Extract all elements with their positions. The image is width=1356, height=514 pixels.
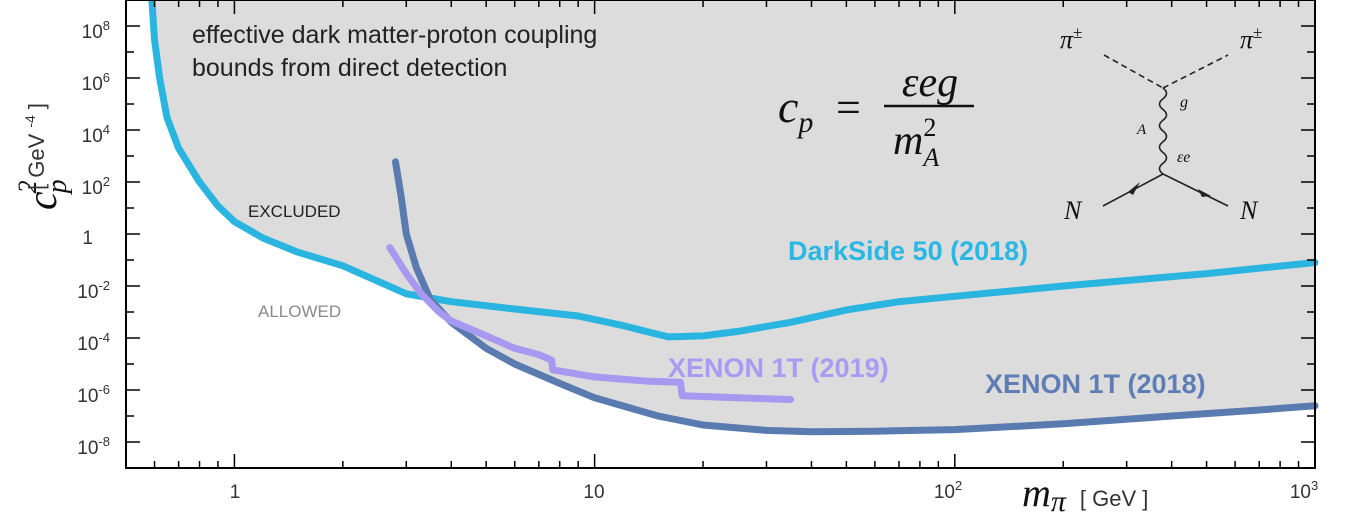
- svg-text:=: =: [836, 83, 861, 132]
- x-tick-label: 1: [230, 482, 241, 503]
- photon-line: [1158, 87, 1168, 175]
- xenon-1t-2019-label: XENON 1T (2019): [668, 353, 889, 383]
- y-tick-label: 104: [82, 122, 110, 147]
- coupling-formula: cp = εeg m2 A: [778, 60, 974, 172]
- svg-text:cp: cp: [778, 81, 813, 139]
- coupling-g-label: g: [1180, 94, 1188, 111]
- y-tick-label: 10-8: [77, 434, 110, 459]
- darkside-50-2018-label: DarkSide 50 (2018): [788, 236, 1028, 266]
- pion-label-left: π±: [1060, 23, 1082, 54]
- y-tick-label: 102: [82, 174, 110, 199]
- y-tick-label: 10-6: [77, 382, 110, 407]
- svg-text:cp2: cp2: [13, 179, 73, 210]
- x-axis-label: mπ[ GeV ]: [1022, 470, 1148, 514]
- excluded-region: [151, 0, 1315, 432]
- y-tick-label: 1: [82, 228, 93, 249]
- y-axis-label: cp2: [13, 179, 73, 210]
- nucleon-label-left: N: [1063, 196, 1083, 225]
- x-tick-labels: 1 10 102 103: [230, 478, 1318, 503]
- nucleon-line-right: [1162, 173, 1229, 207]
- y-tick-label: 108: [82, 18, 110, 43]
- xenon-1t-2019-curve: [386, 244, 795, 403]
- x-tick-label: 102: [934, 478, 962, 503]
- y-tick-label: 10-4: [77, 330, 110, 355]
- x-tick-label: 103: [1290, 478, 1318, 503]
- darkside-50-2018-curve: [148, 0, 1319, 341]
- nucleon-arrow-left: [1128, 182, 1140, 195]
- nucleon-label-right: N: [1239, 196, 1259, 225]
- y-tick-label: 10-2: [77, 278, 110, 303]
- coupling-epsilon-e-label: εe: [1177, 149, 1190, 166]
- pion-line-left: [1103, 54, 1164, 89]
- chart-title: effective dark matter-proton coupling: [192, 21, 597, 49]
- svg-text:[ GeV -4 ]: [ GeV -4 ]: [22, 103, 49, 190]
- y-tick-label: 106: [82, 70, 110, 95]
- chart-subtitle: bounds from direct detection: [192, 54, 507, 82]
- axis-ticks: [125, 0, 1316, 469]
- svg-text:m2A: m2 A: [893, 113, 939, 172]
- pion-line-right: [1162, 54, 1229, 89]
- nucleon-arrow-right: [1198, 189, 1211, 197]
- y-axis-unit: [ GeV -4 ]: [22, 103, 49, 190]
- xenon-1t-2018-label: XENON 1T (2018): [985, 369, 1206, 399]
- x-tick-label: 10: [583, 482, 604, 503]
- y-tick-labels: 108 106 104 102 1 10-2 10-4 10-6 10-8: [77, 18, 110, 459]
- svg-text:εeg: εeg: [902, 60, 958, 106]
- allowed-label: ALLOWED: [258, 302, 341, 321]
- xenon-1t-2018-curve: [392, 158, 1319, 436]
- exclusion-curves: [148, 0, 1319, 436]
- feynman-diagram: π± π± g A εe N N: [1060, 23, 1262, 225]
- pion-label-right: π±: [1240, 23, 1262, 54]
- excluded-label: EXCLUDED: [248, 202, 341, 221]
- mediator-a-label: A: [1136, 122, 1147, 138]
